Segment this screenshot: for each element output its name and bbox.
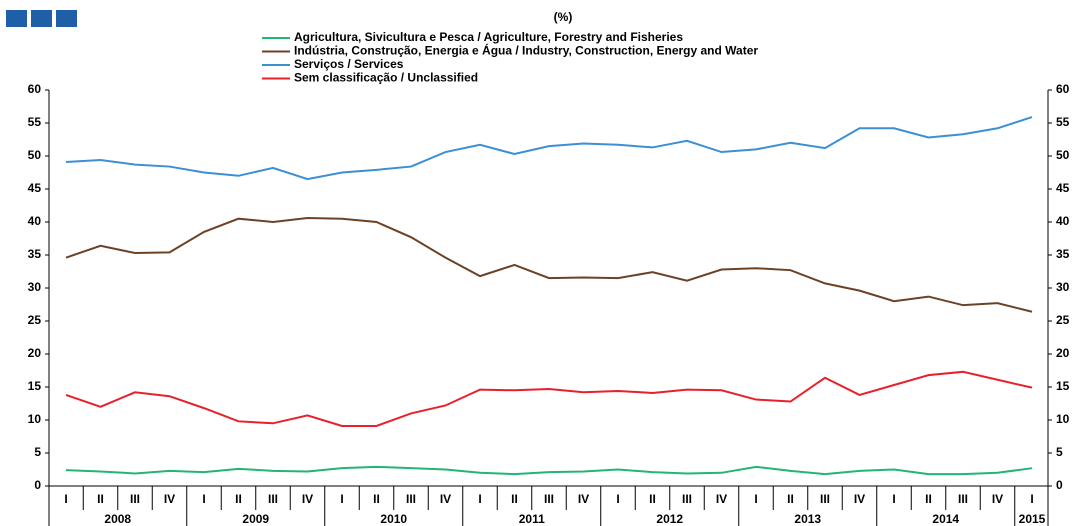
x-tick-label: IV	[854, 492, 865, 506]
x-tick-label: III	[268, 492, 278, 506]
y-tick-label: 15	[28, 379, 42, 393]
y-tick-label: 40	[28, 214, 42, 228]
logo-block	[6, 10, 27, 27]
y-tick-label: 10	[28, 412, 42, 426]
x-tick-label: III	[820, 492, 830, 506]
x-tick-label: II	[649, 492, 656, 506]
series-line	[65, 217, 1033, 313]
year-label: 2015	[1019, 512, 1046, 526]
x-tick-label: IV	[302, 492, 313, 506]
x-tick-label: IV	[716, 492, 727, 506]
x-tick-label: I	[892, 492, 895, 506]
x-tick-label: I	[754, 492, 757, 506]
series-line	[65, 116, 1033, 181]
x-tick-label: III	[544, 492, 554, 506]
x-tick-label: II	[925, 492, 932, 506]
y-tick-label: 25	[28, 313, 42, 327]
y2-tick-label: 0	[1056, 478, 1063, 492]
y2-tick-label: 20	[1056, 346, 1070, 360]
year-label: 2013	[794, 512, 821, 526]
y2-tick-label: 25	[1056, 313, 1070, 327]
y2-tick-label: 50	[1056, 148, 1070, 162]
x-tick-label: I	[340, 492, 343, 506]
y-tick-label: 0	[34, 478, 41, 492]
y2-tick-label: 5	[1056, 445, 1063, 459]
y2-tick-label: 55	[1056, 115, 1070, 129]
x-tick-label: IV	[992, 492, 1003, 506]
year-label: 2011	[519, 512, 545, 526]
x-tick-label: II	[511, 492, 518, 506]
x-tick-label: II	[373, 492, 380, 506]
y-tick-label: 20	[28, 346, 42, 360]
y-tick-label: 60	[28, 82, 42, 96]
y2-tick-label: 40	[1056, 214, 1070, 228]
year-label: 2010	[380, 512, 407, 526]
x-tick-label: II	[787, 492, 794, 506]
y2-tick-label: 60	[1056, 82, 1070, 96]
logo-block	[31, 10, 52, 27]
year-label: 2008	[104, 512, 131, 526]
x-tick-label: I	[202, 492, 205, 506]
y2-tick-label: 45	[1056, 181, 1070, 195]
series-line	[65, 370, 1033, 427]
x-tick-label: II	[235, 492, 242, 506]
y-tick-label: 50	[28, 148, 42, 162]
x-tick-label: I	[64, 492, 67, 506]
year-label: 2012	[656, 512, 683, 526]
x-tick-label: I	[616, 492, 619, 506]
year-label: 2014	[932, 512, 959, 526]
y2-tick-label: 30	[1056, 280, 1070, 294]
x-tick-label: IV	[164, 492, 175, 506]
legend-label: Indústria, Construção, Energia e Água / …	[294, 43, 758, 58]
x-tick-label: I	[478, 492, 481, 506]
x-tick-label: III	[406, 492, 416, 506]
legend-label: Serviços / Services	[294, 57, 404, 71]
y2-tick-label: 10	[1056, 412, 1070, 426]
year-label: 2009	[242, 512, 269, 526]
x-tick-label: I	[1030, 492, 1033, 506]
chart-title: (%)	[554, 10, 573, 24]
y-tick-label: 35	[28, 247, 42, 261]
series-line	[65, 465, 1033, 476]
x-tick-label: II	[97, 492, 104, 506]
x-tick-label: III	[130, 492, 140, 506]
x-tick-label: III	[958, 492, 968, 506]
x-tick-label: IV	[440, 492, 451, 506]
x-tick-label: III	[682, 492, 692, 506]
y-tick-label: 55	[28, 115, 42, 129]
logo-block	[56, 10, 77, 27]
y2-tick-label: 15	[1056, 379, 1070, 393]
legend-label: Agricultura, Sivicultura e Pesca / Agric…	[294, 30, 683, 44]
y-tick-label: 45	[28, 181, 42, 195]
y-tick-label: 30	[28, 280, 42, 294]
y2-tick-label: 35	[1056, 247, 1070, 261]
y-tick-label: 5	[34, 445, 41, 459]
x-tick-label: IV	[578, 492, 589, 506]
legend-label: Sem classificação / Unclassified	[294, 71, 478, 85]
